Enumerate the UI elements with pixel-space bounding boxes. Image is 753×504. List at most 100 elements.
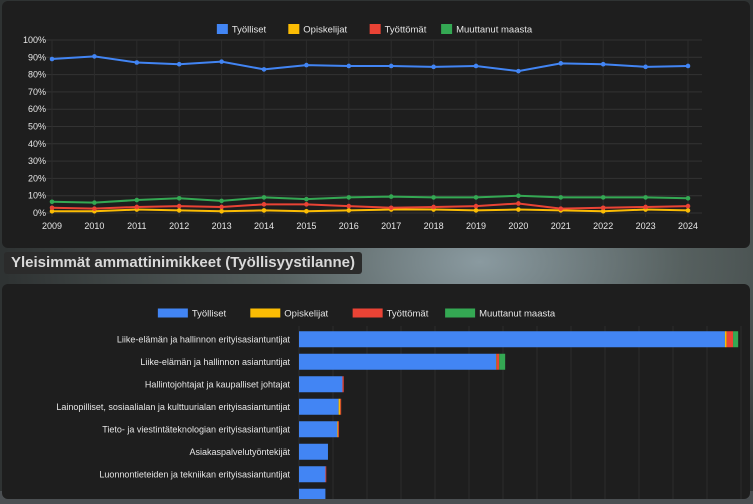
legend-label: Työlliset <box>232 24 267 35</box>
category-label: Liike-elämän ja hallinnon asiantuntijat <box>140 357 290 367</box>
series-line <box>52 56 688 71</box>
category-label: Luonnontieteiden ja tekniikan erityisasi… <box>99 469 290 479</box>
data-point <box>389 64 394 69</box>
data-point <box>516 69 521 74</box>
data-point <box>92 206 97 211</box>
data-point <box>135 205 140 210</box>
line-chart-panel: Työlliset Opiskelijat Työttömät Muuttanut m… <box>2 1 750 248</box>
data-point <box>686 64 691 69</box>
y-tick-label: 20% <box>28 173 46 183</box>
bar-segment <box>339 399 341 415</box>
legend-swatch <box>445 309 475 318</box>
data-point <box>304 202 309 207</box>
data-point <box>601 195 606 200</box>
data-point <box>262 202 267 207</box>
data-point <box>304 63 309 68</box>
legend-swatch <box>288 24 299 34</box>
x-tick-label: 2016 <box>339 221 359 231</box>
series-line <box>52 210 688 212</box>
data-point <box>219 205 224 210</box>
bar-segment <box>299 331 725 347</box>
bar-segment <box>299 421 337 437</box>
data-point <box>347 64 352 69</box>
data-point <box>92 54 97 59</box>
legend-label: Työlliset <box>192 308 227 319</box>
legend-label: Muuttanut maasta <box>479 308 556 319</box>
data-point <box>686 196 691 201</box>
x-tick-label: 2011 <box>127 221 146 231</box>
data-point <box>643 195 648 200</box>
bar-segment <box>299 354 496 370</box>
bar-segment <box>337 421 338 437</box>
data-point <box>177 208 182 213</box>
bar-segment <box>338 421 339 437</box>
data-point <box>347 195 352 200</box>
y-tick-label: 0% <box>33 208 46 218</box>
x-tick-label: 2017 <box>381 221 401 231</box>
data-point <box>431 205 436 210</box>
category-label: Lainopilliset, sosiaalialan ja kulttuuri… <box>56 402 290 412</box>
line-chart: Työlliset Opiskelijat Työttömät Muuttanut m… <box>2 1 750 248</box>
data-point <box>50 199 55 204</box>
data-point <box>50 57 55 62</box>
x-tick-label: 2010 <box>84 221 104 231</box>
x-tick-label: 2013 <box>212 221 232 231</box>
data-point <box>347 204 352 209</box>
x-tick-label: 2024 <box>678 221 698 231</box>
data-point <box>262 67 267 72</box>
data-point <box>219 209 224 214</box>
series-line <box>52 203 688 208</box>
legend-label: Muuttanut maasta <box>456 24 533 35</box>
y-tick-label: 100% <box>23 35 46 45</box>
data-point <box>177 204 182 209</box>
data-point <box>262 195 267 200</box>
data-point <box>559 195 564 200</box>
x-tick-label: 2009 <box>42 221 62 231</box>
data-point <box>474 204 479 209</box>
data-point <box>304 197 309 202</box>
data-point <box>219 59 224 64</box>
data-point <box>431 195 436 200</box>
data-point <box>686 204 691 209</box>
data-point <box>686 208 691 213</box>
bar-segment <box>340 399 341 415</box>
data-point <box>643 65 648 70</box>
bar-segment <box>342 376 343 392</box>
legend-label: Työttömät <box>385 24 427 35</box>
data-point <box>601 206 606 211</box>
data-point <box>474 195 479 200</box>
legend-swatch <box>441 24 452 34</box>
bar-segment <box>299 489 325 499</box>
x-tick-label: 2023 <box>636 221 656 231</box>
data-point <box>559 61 564 66</box>
bar-segment <box>325 466 326 482</box>
data-point <box>516 193 521 198</box>
y-tick-label: 70% <box>28 87 46 97</box>
data-point <box>92 200 97 205</box>
x-tick-label: 2020 <box>508 221 528 231</box>
data-point <box>643 205 648 210</box>
bar-segment <box>299 466 325 482</box>
legend-swatch <box>217 24 228 34</box>
category-label: Tieto- ja viestintäteknologian erityisas… <box>102 424 290 434</box>
data-point <box>389 194 394 199</box>
legend-label: Opiskelijat <box>284 308 328 319</box>
category-label: Hallintojohtajat ja kaupalliset johtajat <box>145 379 291 389</box>
legend-swatch <box>158 309 188 318</box>
data-point <box>559 206 564 211</box>
x-tick-label: 2018 <box>424 221 444 231</box>
category-label: Asiakaspalvelutyöntekijät <box>189 447 290 457</box>
legend-swatch <box>250 309 280 318</box>
legend-label: Opiskelijat <box>303 24 347 35</box>
y-tick-label: 50% <box>28 122 46 132</box>
x-tick-label: 2015 <box>296 221 316 231</box>
x-tick-label: 2021 <box>551 221 571 231</box>
data-point <box>135 198 140 203</box>
section-title: Yleisimmät ammattinimikkeet (Työllisyyst… <box>4 252 362 274</box>
bar-chart-panel: Työlliset Opiskelijat Työttömät Muuttanut m… <box>2 284 750 499</box>
y-tick-label: 30% <box>28 156 46 166</box>
data-point <box>516 201 521 206</box>
bar-segment <box>299 444 328 460</box>
x-tick-label: 2019 <box>466 221 486 231</box>
legend-label: Työttömät <box>387 308 429 319</box>
